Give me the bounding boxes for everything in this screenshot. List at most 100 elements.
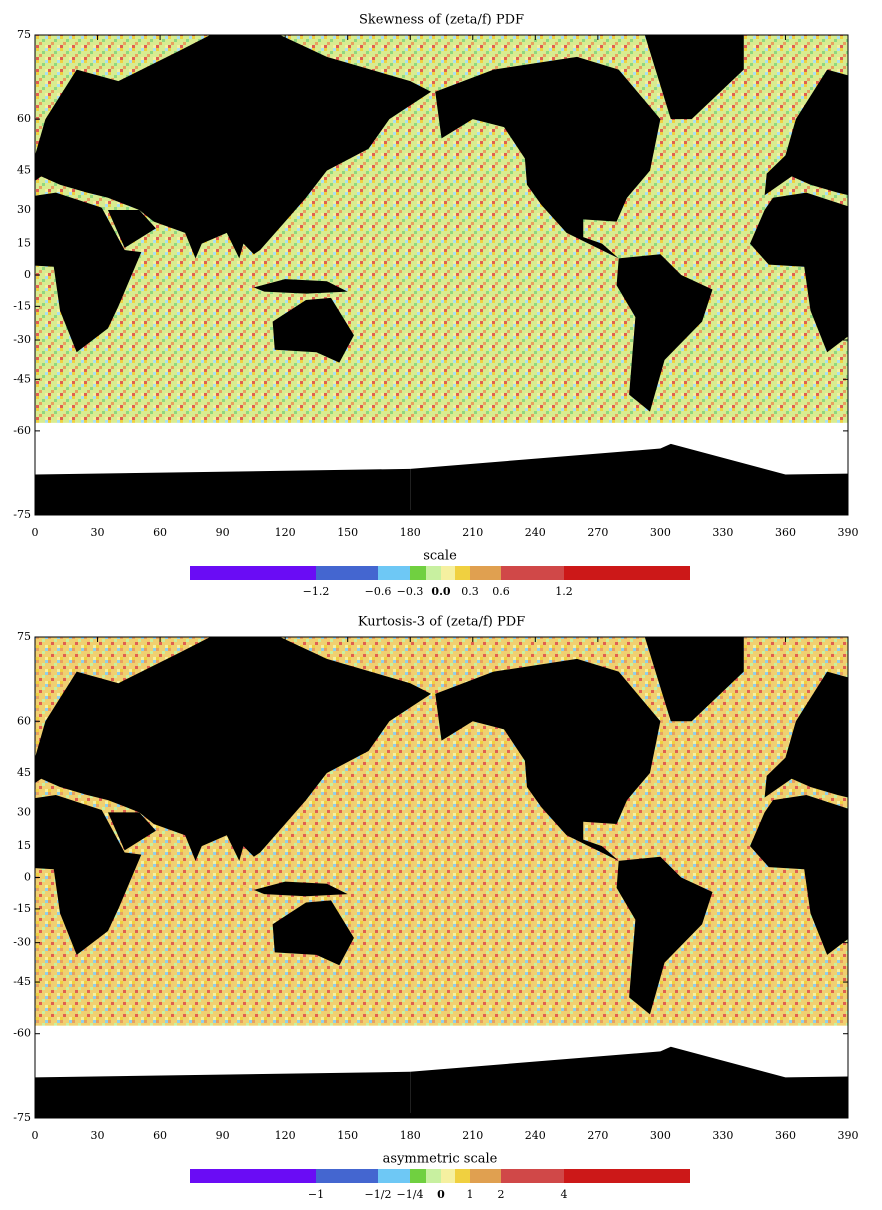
land [616,856,713,1015]
y-tick-label: 60 [17,714,31,727]
land [35,794,142,955]
x-tick-label: 90 [216,1129,230,1142]
colorbar-segment [455,566,470,580]
colorbar-segment [564,1169,690,1183]
y-tick-label: 15 [17,237,31,250]
colorbar-segment [410,566,426,580]
x-tick-label: 120 [275,526,296,539]
x-tick-label: 0 [32,526,39,539]
land [410,1046,848,1118]
colorbar-tick-label: −1 [308,1188,324,1201]
land [272,297,354,363]
colorbar-tick-label: 0 [437,1188,445,1201]
colorbar-tick-label: 1 [467,1188,474,1201]
colorbar-tick-label: −1.2 [303,585,330,598]
colorbar-tick-label: 2 [498,1188,505,1201]
land [35,35,432,259]
land [35,637,432,861]
y-tick-label: 45 [17,164,31,177]
colorbar-segment [501,1169,564,1183]
land [107,209,156,248]
colorbar-tick-label: 0.0 [431,585,450,598]
land [233,279,348,294]
y-tick-label: 0 [24,268,31,281]
y-tick-label: -30 [13,333,31,346]
x-tick-label: 210 [462,526,483,539]
map-field [35,35,882,515]
land [272,900,354,966]
y-tick-label: -75 [13,508,31,521]
colorbar-segment [378,1169,410,1183]
land [435,56,661,259]
land [764,671,848,798]
colorbar-segment [426,1169,441,1183]
y-tick-label: -15 [13,902,31,915]
colorbar-tick-label: 4 [561,1188,568,1201]
y-tick-label: 75 [17,28,31,41]
land [410,443,848,515]
x-tick-label: 150 [337,1129,358,1142]
map-field [35,637,882,1118]
land [750,192,848,353]
colorbar-segment [441,1169,455,1183]
land [35,192,142,353]
y-tick-label: -60 [13,1027,31,1040]
y-tick-label: -45 [13,975,31,988]
colorbar-segment [190,1169,316,1183]
x-tick-label: 330 [712,526,733,539]
x-tick-label: 90 [216,526,230,539]
colorbar-segment [426,566,441,580]
colorbar-tick-label: −1/4 [397,1188,424,1201]
y-tick-label: 30 [17,805,31,818]
land [35,468,411,515]
x-tick-label: 300 [650,526,671,539]
y-tick-label: 30 [17,203,31,216]
map-title: Kurtosis-3 of (zeta/f) PDF [358,615,525,630]
land [107,812,156,851]
x-tick-label: 270 [587,1129,608,1142]
land [644,637,744,722]
land [858,210,882,248]
land [435,658,661,861]
colorbar-segment [564,566,690,580]
y-tick-label: 0 [24,871,31,884]
x-tick-label: 210 [462,1129,483,1142]
colorbar-segment [190,566,316,580]
x-tick-label: 240 [525,526,546,539]
colorbar-tick-label: 0.3 [461,585,479,598]
colorbar-segment [501,566,564,580]
y-tick-label: 45 [17,766,31,779]
y-tick-label: -30 [13,936,31,949]
colorbar-segment [470,1169,501,1183]
x-tick-label: 30 [91,1129,105,1142]
colorbar-label: scale [423,549,457,564]
map-title: Skewness of (zeta/f) PDF [359,13,524,28]
x-tick-label: 120 [275,1129,296,1142]
y-tick-label: -15 [13,299,31,312]
land [233,881,348,897]
land [750,794,848,955]
y-tick-label: -75 [13,1111,31,1124]
x-tick-label: 390 [838,1129,859,1142]
colorbar-tick-label: 1.2 [555,585,573,598]
colorbar-label: asymmetric scale [383,1152,498,1167]
x-tick-label: 30 [91,526,105,539]
x-tick-label: 390 [838,526,859,539]
colorbar-segment [441,566,455,580]
y-tick-label: 75 [17,630,31,643]
y-tick-label: 60 [17,112,31,125]
land [858,812,882,850]
colorbar-segment [316,566,378,580]
x-tick-label: 330 [712,1129,733,1142]
colorbar-tick-label: −1/2 [365,1188,392,1201]
land [764,69,848,196]
x-tick-label: 60 [153,526,167,539]
colorbar-tick-label: 0.6 [492,585,510,598]
land [616,254,713,412]
y-tick-label: 15 [17,839,31,852]
land [35,1071,411,1118]
x-tick-label: 180 [400,1129,421,1142]
